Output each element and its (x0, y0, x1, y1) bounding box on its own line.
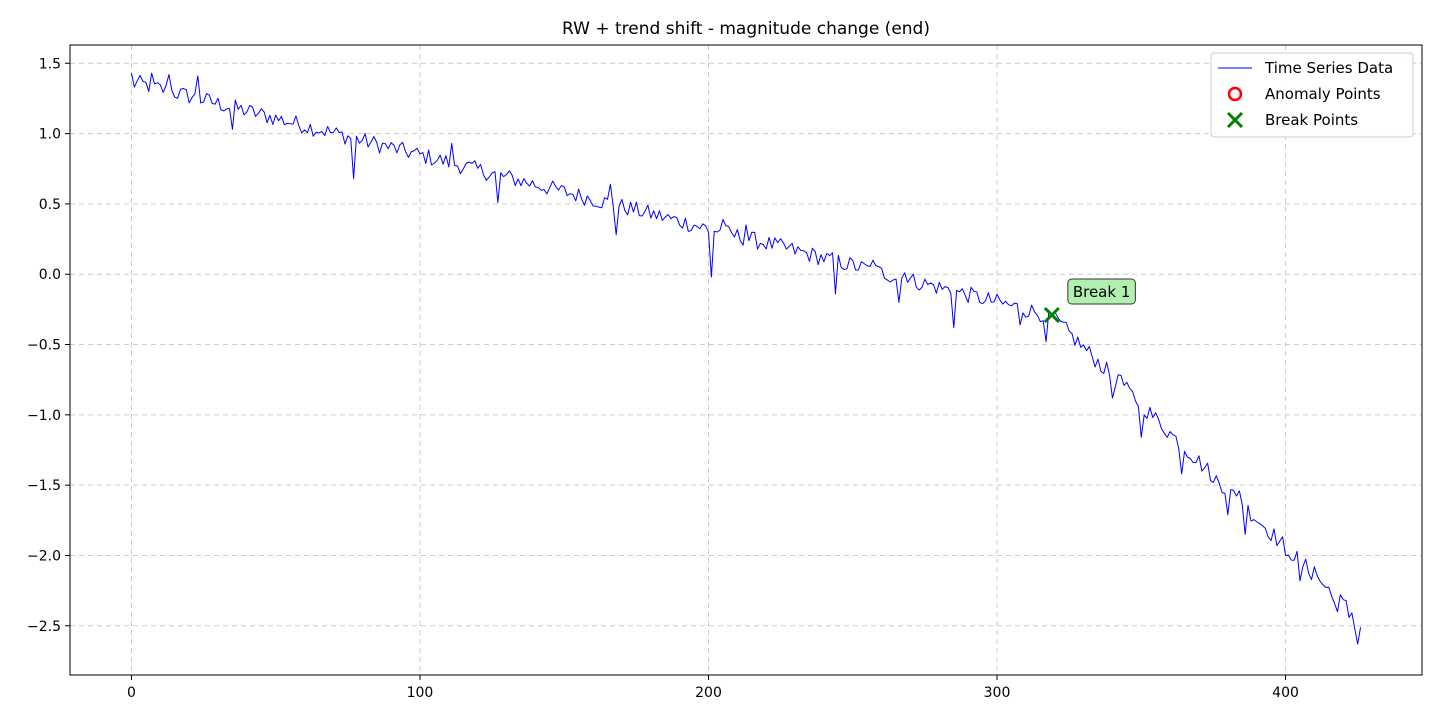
legend-x-swatch (1226, 111, 1244, 129)
break-point-marker (1043, 306, 1060, 324)
chart-title: RW + trend shift - magnitude change (end… (562, 19, 930, 39)
y-tick-label: −2.0 (27, 548, 61, 564)
y-tick-label: 1.0 (39, 127, 61, 143)
legend: Time Series Data Anomaly Points Break Poin… (1210, 52, 1414, 138)
y-tick-label: −1.0 (27, 408, 61, 424)
x-tick-label: 300 (984, 685, 1011, 701)
break-annotation: Break 1 (1067, 278, 1136, 305)
y-axis-ticks: 1.5 1.0 0.5 0.0 −0.5 −1.0 −1.5 −2.0 −2.5 (27, 56, 70, 635)
x-tick-label: 200 (695, 685, 722, 701)
x-tick-label: 100 (407, 685, 434, 701)
plot-series (130, 72, 1362, 645)
legend-item: Break Points (1226, 111, 1358, 129)
x-tick-label: 0 (127, 685, 136, 701)
x-axis-ticks: 0 100 200 300 400 (127, 675, 1299, 701)
legend-label: Break Points (1265, 111, 1358, 129)
legend-label: Anomaly Points (1265, 85, 1381, 103)
y-tick-label: 0.5 (39, 197, 61, 213)
y-tick-label: −0.5 (27, 338, 61, 354)
axes-frame (69, 44, 1423, 676)
legend-item: Time Series Data (1218, 59, 1393, 77)
legend-item: Anomaly Points (1227, 85, 1381, 103)
legend-frame (1210, 52, 1414, 138)
y-tick-label: 0.0 (39, 267, 61, 283)
time-series-line (130, 72, 1362, 645)
legend-label: Time Series Data (1264, 59, 1393, 77)
break-annotation-label: Break 1 (1073, 283, 1131, 301)
plot-area: Break 1 (130, 72, 1362, 645)
y-tick-label: −1.5 (27, 478, 61, 494)
x-tick-label: 400 (1272, 685, 1299, 701)
y-tick-label: 1.5 (39, 56, 61, 72)
grid-lines (70, 45, 1422, 675)
y-tick-label: −2.5 (27, 619, 61, 635)
legend-circle-swatch (1227, 86, 1243, 102)
